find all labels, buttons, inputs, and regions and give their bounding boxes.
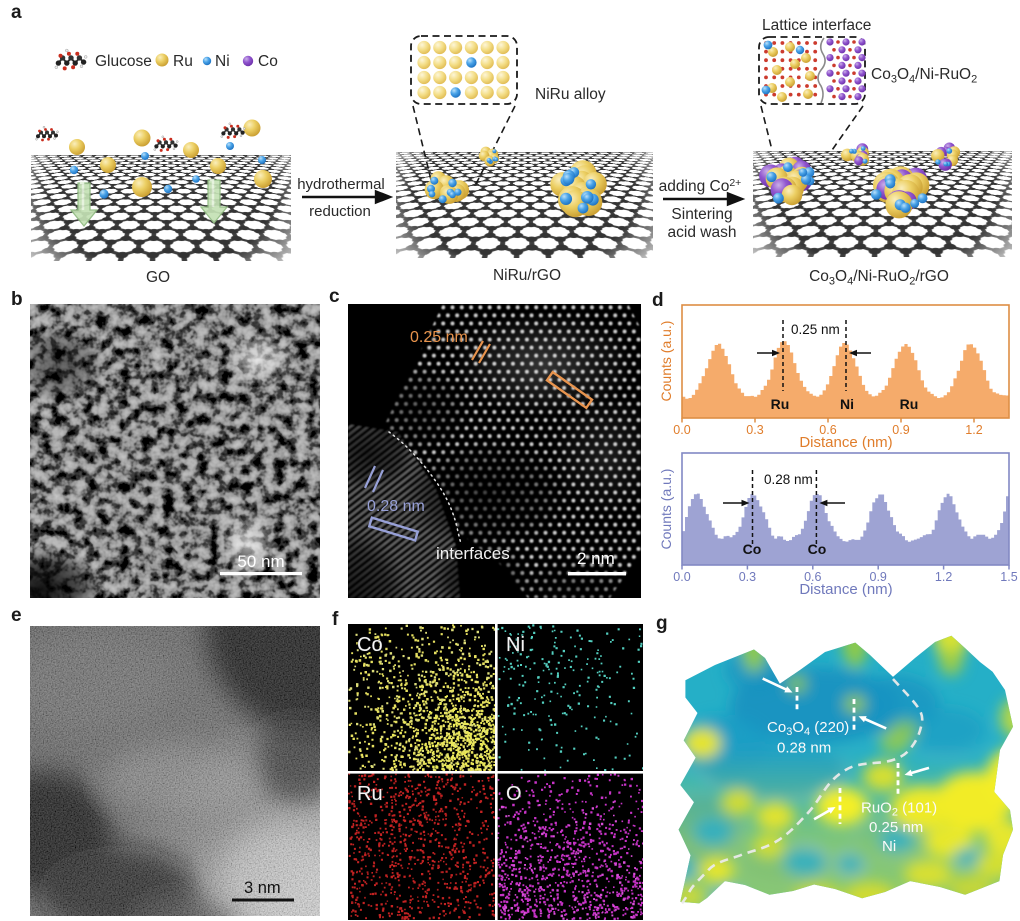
svg-text:0.3: 0.3 <box>739 570 756 584</box>
svg-text:acid wash: acid wash <box>668 224 737 241</box>
svg-text:0.9: 0.9 <box>870 570 887 584</box>
svg-text:Ni: Ni <box>840 396 854 412</box>
svg-text:Counts (a.u.): Counts (a.u.) <box>660 321 674 402</box>
svg-text:Ni: Ni <box>215 53 230 70</box>
svg-text:Ni: Ni <box>882 838 896 855</box>
svg-text:Distance (nm): Distance (nm) <box>799 434 892 451</box>
svg-text:Co: Co <box>808 541 827 557</box>
svg-text:Lattice interface: Lattice interface <box>762 17 871 34</box>
svg-text:Ru: Ru <box>900 396 919 412</box>
svg-text:Ni: Ni <box>506 634 525 656</box>
svg-text:NiRu alloy: NiRu alloy <box>535 86 606 103</box>
svg-text:0.6: 0.6 <box>819 423 836 437</box>
svg-text:0.25 nm: 0.25 nm <box>410 329 468 346</box>
svg-text:Co3O4/Ni-RuO2: Co3O4/Ni-RuO2 <box>871 66 977 86</box>
svg-text:adding Co2+: adding Co2+ <box>659 177 742 195</box>
svg-text:NiRu/rGO: NiRu/rGO <box>493 267 561 284</box>
svg-text:0.0: 0.0 <box>673 570 690 584</box>
svg-text:0.28 nm: 0.28 nm <box>777 740 831 757</box>
svg-text:Counts (a.u.): Counts (a.u.) <box>660 469 674 550</box>
svg-text:1.5: 1.5 <box>1000 570 1017 584</box>
svg-text:hydrothermal: hydrothermal <box>297 176 385 193</box>
svg-text:50 nm: 50 nm <box>237 552 284 571</box>
svg-text:Co: Co <box>743 541 762 557</box>
svg-text:Co: Co <box>357 634 383 656</box>
svg-text:0.25 nm: 0.25 nm <box>869 819 923 836</box>
svg-text:interfaces: interfaces <box>436 544 510 563</box>
svg-text:O: O <box>506 783 522 805</box>
svg-text:reduction: reduction <box>309 203 371 220</box>
svg-text:0.9: 0.9 <box>892 423 909 437</box>
svg-text:3 nm: 3 nm <box>244 879 281 897</box>
svg-text:1.2: 1.2 <box>965 423 982 437</box>
svg-text:0.28 nm: 0.28 nm <box>764 472 813 487</box>
svg-text:0.3: 0.3 <box>746 423 763 437</box>
svg-text:Ru: Ru <box>173 53 193 70</box>
svg-text:RuO2 (101): RuO2 (101) <box>861 800 937 819</box>
svg-text:Distance (nm): Distance (nm) <box>799 581 892 598</box>
svg-text:Co: Co <box>258 53 278 70</box>
svg-text:0.0: 0.0 <box>673 423 690 437</box>
svg-text:0.25 nm: 0.25 nm <box>791 322 840 337</box>
svg-text:Glucose: Glucose <box>95 53 152 70</box>
svg-text:GO: GO <box>146 269 170 286</box>
svg-text:Ru: Ru <box>357 783 383 805</box>
svg-text:0.28 nm: 0.28 nm <box>367 498 425 515</box>
svg-text:Ru: Ru <box>771 396 790 412</box>
svg-text:0.6: 0.6 <box>804 570 821 584</box>
svg-text:1.2: 1.2 <box>935 570 952 584</box>
svg-text:Co3O4/Ni-RuO2/rGO: Co3O4/Ni-RuO2/rGO <box>809 268 949 288</box>
svg-text:2 nm: 2 nm <box>577 549 615 568</box>
svg-text:Sintering: Sintering <box>671 206 732 223</box>
